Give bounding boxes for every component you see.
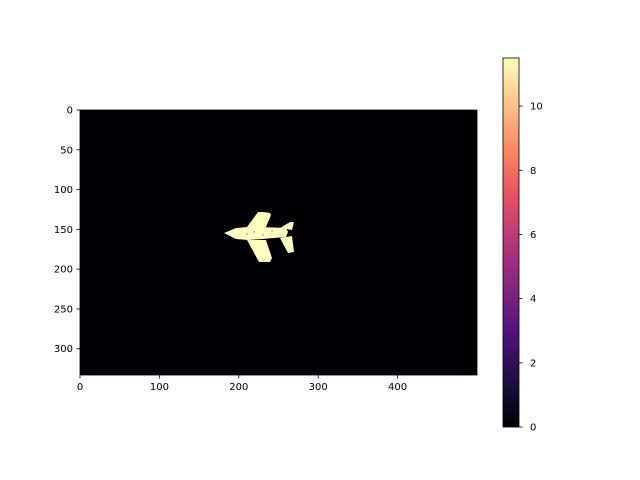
y-tick-label: 300: [54, 344, 73, 355]
colorbar-tick-label: 4: [530, 294, 536, 305]
y-tick-label: 200: [54, 265, 73, 276]
x-tick-label: 200: [229, 382, 248, 393]
image-background: [80, 110, 477, 375]
x-axis: 0 100 200 300 400: [77, 375, 407, 393]
x-tick-label: 400: [388, 382, 407, 393]
colorbar-tick-label: 2: [530, 358, 536, 369]
x-tick-label: 300: [309, 382, 328, 393]
colorbar-tick-label: 8: [530, 166, 536, 177]
jet-upper-wing: [247, 212, 271, 227]
image-frame: [79, 109, 478, 376]
jet-lower-wing: [247, 240, 272, 262]
jet-speckle: [253, 231, 255, 233]
colorbar: 0 2 4 6 8 10: [502, 57, 543, 434]
image-axes: 0 100 200 300 400 0 50 100 150 200 250 300: [54, 106, 478, 393]
colorbar-tick-label: 6: [530, 230, 536, 241]
y-tick-label: 0: [67, 106, 73, 117]
colorbar-ticks: 0 2 4 6 8 10: [519, 102, 543, 434]
jet-lower-tail: [280, 236, 294, 253]
x-tick-label: 0: [77, 382, 83, 393]
colorbar-tick-label: 10: [530, 102, 543, 113]
y-tick-label: 250: [54, 304, 73, 315]
colorbar-frame: [502, 57, 520, 428]
y-axis: 0 50 100 150 200 250 300: [54, 106, 80, 355]
y-tick-label: 50: [60, 145, 73, 156]
y-tick-label: 100: [54, 185, 73, 196]
colorbar-gradient: [503, 58, 519, 427]
jet-silhouette: [224, 212, 294, 262]
colorbar-tick-label: 0: [530, 423, 536, 434]
x-tick-label: 100: [150, 382, 169, 393]
y-tick-label: 150: [54, 225, 73, 236]
jet-speckle: [271, 230, 273, 232]
jet-speckle: [262, 234, 264, 236]
jet-speckle: [246, 233, 248, 235]
jet-upper-tail: [280, 222, 294, 230]
